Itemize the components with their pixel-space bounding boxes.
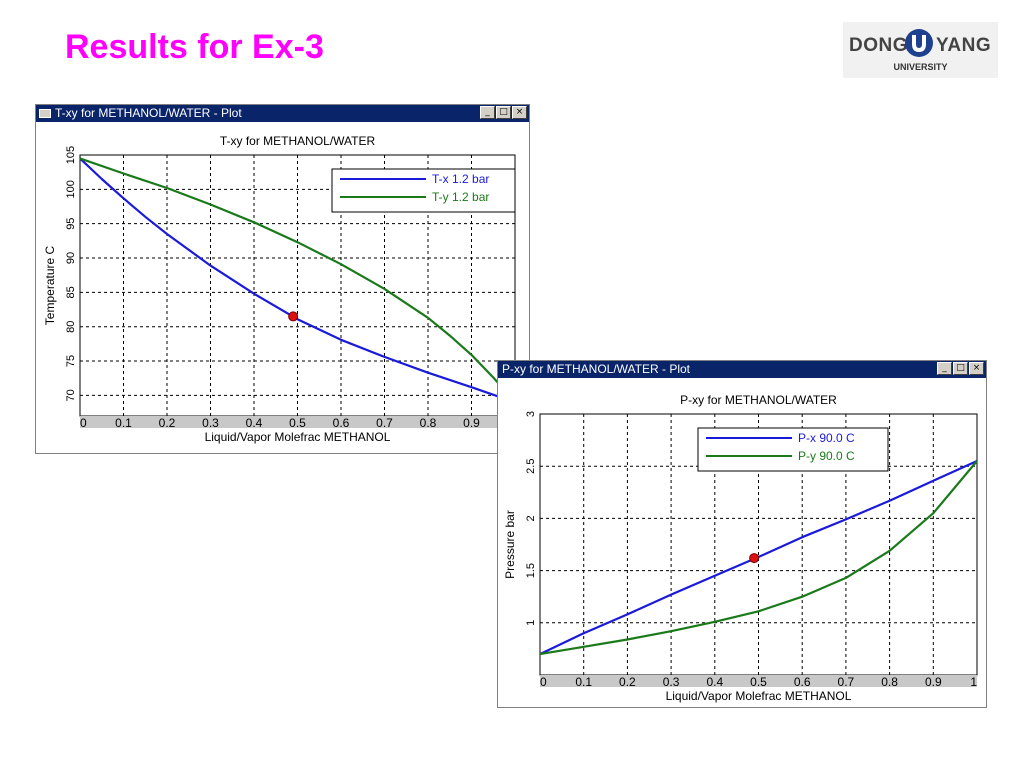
pxy-y-tick-label: 2 [525, 515, 537, 521]
window-icon [39, 109, 51, 118]
txy-x-tick-label: 0.6 [333, 416, 350, 430]
pxy-chart-title: P-xy for METHANOL/WATER [680, 393, 837, 407]
close-button[interactable]: × [969, 362, 984, 375]
txy-y-tick-label: 90 [65, 252, 77, 264]
txy-x-tick-label: 0 [80, 416, 87, 430]
txy-series-line-liquid [79, 157, 516, 404]
txy-y-tick-label: 75 [65, 355, 77, 367]
pxy-x-tick-label: 0.3 [663, 675, 680, 689]
pxy-x-tick-label: 0 [540, 675, 547, 689]
txy-y-tick-label: 95 [65, 218, 77, 230]
minimize-button[interactable]: _ [480, 106, 495, 119]
logo-text-right: YANG [936, 35, 992, 56]
pxy-chart: P-xy for METHANOL/WATER 0 0.1 0.2 0.3 0.4 0.5 0… [503, 393, 978, 703]
university-logo: DONG YANG UNIVERSITY [843, 22, 998, 78]
logo-subtitle: UNIVERSITY [893, 62, 948, 72]
txy-y-tick-label: 85 [65, 286, 77, 298]
txy-x-tick-label: 0.4 [246, 416, 263, 430]
txy-x-axis-strip [80, 416, 515, 428]
pxy-legend-box [697, 427, 889, 472]
pxy-y-tick-label: 1 [525, 620, 537, 626]
txy-series-line-vapor [79, 157, 516, 404]
pxy-x-tick-label: 0.5 [750, 675, 767, 689]
txy-plot-window[interactable]: T-xy for METHANOL/WATER - Plot _ □ × T-x… [35, 104, 530, 454]
pxy-x-tick-label: 0.4 [706, 675, 723, 689]
pxy-x-tick-label: 0.6 [794, 675, 811, 689]
txy-x-tick-label: 0.1 [115, 416, 132, 430]
txy-chart: T-xy for METHANOL/WATER 0 0.1 0.2 0.3 0.4 0.5 0… [43, 134, 516, 444]
txy-marker-point [288, 311, 299, 322]
pxy-y-tick-label: 1.5 [525, 563, 537, 578]
txy-y-axis-label: Temperature C [43, 245, 57, 325]
txy-chart-title: T-xy for METHANOL/WATER [220, 134, 376, 148]
pxy-x-tick-label: 0.2 [619, 675, 636, 689]
pxy-window-title: P-xy for METHANOL/WATER - Plot [502, 362, 691, 376]
pxy-y-tick-label: 3 [525, 411, 537, 417]
pxy-x-tick-label: 0.7 [838, 675, 855, 689]
pxy-x-axis-label: Liquid/Vapor Molefrac METHANOL [666, 689, 852, 703]
txy-y-tick-label: 70 [65, 389, 77, 401]
maximize-button[interactable]: □ [953, 362, 968, 375]
txy-x-tick-label: 0.2 [159, 416, 176, 430]
pxy-window-titlebar[interactable]: P-xy for METHANOL/WATER - Plot _ □ × [498, 361, 986, 378]
close-button[interactable]: × [512, 106, 527, 119]
pxy-x-axis-strip [540, 675, 977, 687]
pxy-legend-label: P-x 90.0 C [798, 431, 855, 445]
txy-window-title: T-xy for METHANOL/WATER - Plot [55, 106, 242, 120]
minimize-button[interactable]: _ [937, 362, 952, 375]
txy-y-tick-label: 80 [65, 321, 77, 333]
pxy-series-line-vapor [539, 460, 978, 656]
pxy-x-tick-label: 0.1 [575, 675, 592, 689]
pxy-y-tick-label: 2.5 [525, 459, 537, 474]
txy-window-titlebar[interactable]: T-xy for METHANOL/WATER - Plot _ □ × [36, 105, 529, 122]
txy-y-tick-label: 100 [65, 180, 77, 198]
txy-x-tick-label: 0.7 [376, 416, 393, 430]
txy-x-axis-label: Liquid/Vapor Molefrac METHANOL [205, 430, 391, 444]
slide-title: Results for Ex-3 [65, 28, 324, 66]
txy-x-tick-label: 0.8 [420, 416, 437, 430]
pxy-legend-label: P-y 90.0 C [798, 449, 855, 463]
pxy-x-tick-label: 0.8 [881, 675, 898, 689]
txy-y-tick-label: 105 [65, 146, 77, 164]
pxy-y-axis-label: Pressure bar [503, 510, 517, 579]
txy-x-tick-label: 0.9 [463, 416, 480, 430]
txy-x-tick-label: 0.3 [202, 416, 219, 430]
txy-legend-box [331, 168, 516, 213]
txy-x-tick-label: 0.5 [289, 416, 306, 430]
pxy-x-tick-label: 1 [970, 675, 977, 689]
maximize-button[interactable]: □ [496, 106, 511, 119]
pxy-x-tick-label: 0.9 [925, 675, 942, 689]
pxy-marker-point [749, 553, 760, 564]
logo-text-left: DONG [849, 35, 908, 56]
txy-legend-label: T-y 1.2 bar [432, 190, 489, 204]
logo-emblem-icon [905, 29, 933, 57]
pxy-plot-window[interactable]: P-xy for METHANOL/WATER - Plot _ □ × P-x… [497, 360, 987, 708]
txy-legend-label: T-x 1.2 bar [432, 172, 489, 186]
